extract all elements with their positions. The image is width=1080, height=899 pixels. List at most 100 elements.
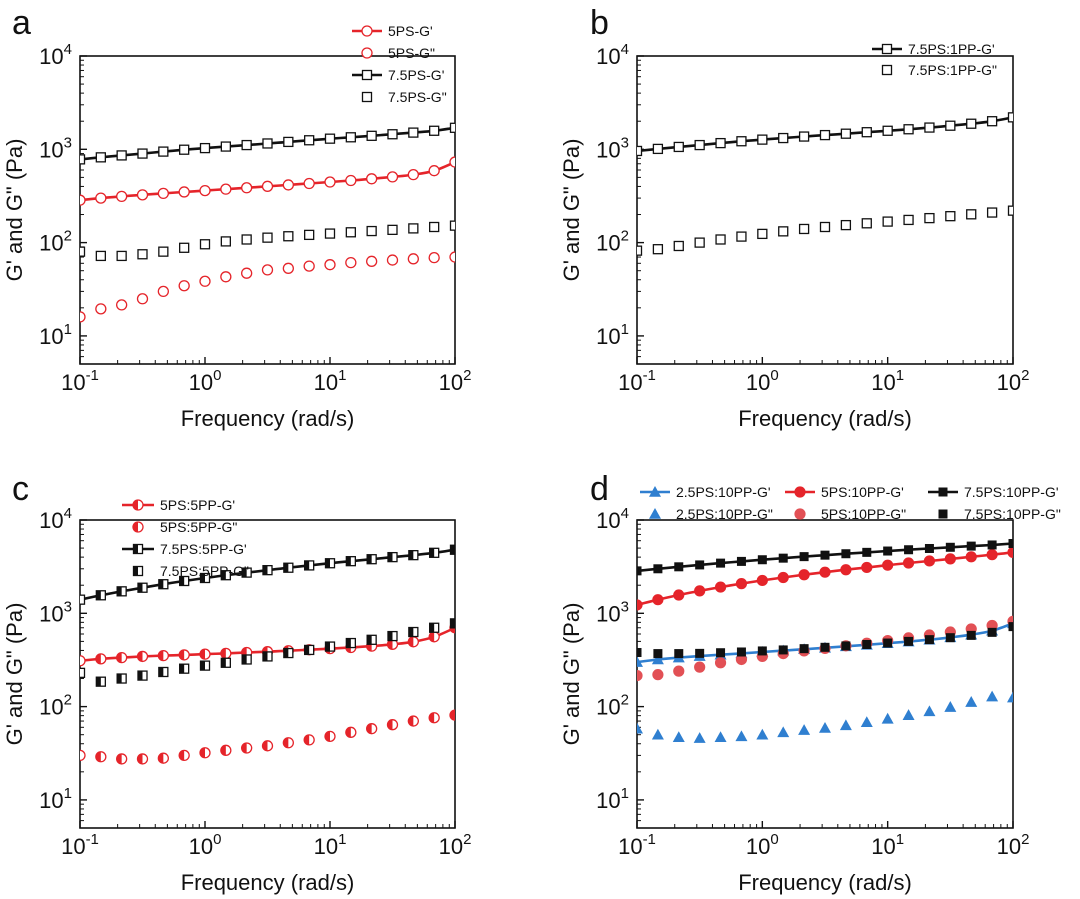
data-point bbox=[387, 551, 398, 563]
data-point bbox=[95, 303, 107, 315]
series-7.5PS-10PP-G- bbox=[637, 622, 1013, 659]
data-point bbox=[303, 260, 315, 272]
data-point bbox=[716, 558, 726, 568]
legend-entry: 2.5PS:10PP-G" bbox=[649, 506, 773, 522]
data-point bbox=[799, 644, 809, 654]
data-point bbox=[241, 234, 252, 245]
data-point bbox=[986, 207, 998, 218]
data-point bbox=[840, 128, 852, 139]
x-tick-label: 100 bbox=[189, 831, 222, 859]
series-7.5PS-1PP-G- bbox=[637, 112, 1013, 157]
data-point bbox=[966, 630, 976, 640]
data-point bbox=[652, 143, 664, 155]
legend-entry: 5PS-G" bbox=[361, 45, 435, 61]
y-tick-label: 102 bbox=[596, 692, 629, 720]
data-point bbox=[904, 545, 914, 555]
plot-area bbox=[80, 544, 455, 765]
series-7.5PS-5PP-G- bbox=[80, 618, 455, 687]
data-point bbox=[241, 567, 252, 578]
data-point bbox=[637, 669, 643, 682]
data-point bbox=[987, 627, 997, 637]
data-point bbox=[715, 137, 726, 149]
data-point bbox=[220, 236, 231, 247]
data-point bbox=[116, 753, 128, 765]
data-point bbox=[819, 129, 831, 141]
data-point bbox=[777, 571, 789, 584]
x-tick-label: 101 bbox=[871, 831, 904, 859]
data-point bbox=[179, 144, 190, 155]
data-point bbox=[241, 139, 252, 151]
y-tick-label: 103 bbox=[39, 598, 72, 626]
data-point bbox=[694, 661, 706, 673]
y-tick-label: 104 bbox=[39, 41, 72, 69]
data-point bbox=[637, 599, 643, 611]
legend-entry: 5PS:10PP-G" bbox=[794, 506, 906, 522]
data-point bbox=[695, 560, 705, 570]
legend-entry: 5PS:5PP-G' bbox=[122, 497, 235, 513]
data-point bbox=[449, 251, 455, 263]
data-point bbox=[199, 275, 211, 287]
data-point bbox=[862, 640, 872, 650]
data-point bbox=[158, 666, 169, 678]
data-point bbox=[841, 549, 851, 559]
data-point bbox=[304, 644, 315, 656]
data-point bbox=[818, 721, 831, 733]
data-point bbox=[966, 541, 976, 551]
data-point bbox=[652, 669, 664, 681]
data-point bbox=[116, 673, 127, 684]
panel-label: b bbox=[590, 4, 609, 42]
legend-label: 7.5PS-G" bbox=[388, 89, 447, 105]
data-point bbox=[652, 244, 664, 255]
data-point bbox=[820, 550, 830, 560]
x-tick-label: 100 bbox=[746, 831, 779, 859]
data-point bbox=[777, 726, 790, 738]
data-point bbox=[1007, 112, 1013, 123]
legend-label: 2.5PS:10PP-G' bbox=[676, 484, 771, 500]
data-point bbox=[345, 637, 356, 649]
data-point bbox=[428, 712, 440, 724]
x-axis-label: Frequency (rad/s) bbox=[181, 406, 355, 431]
series-7.5PS-10PP-G- bbox=[637, 538, 1013, 576]
y-tick-label: 104 bbox=[596, 41, 629, 69]
data-point bbox=[429, 221, 440, 233]
y-axis-label: G' and G" (Pa) bbox=[2, 603, 27, 746]
data-point bbox=[95, 250, 106, 262]
data-point bbox=[345, 132, 356, 143]
data-point bbox=[840, 219, 852, 231]
data-point bbox=[714, 657, 727, 669]
data-point bbox=[366, 173, 378, 185]
data-point bbox=[653, 564, 663, 574]
data-point bbox=[80, 246, 86, 257]
data-point bbox=[987, 540, 997, 550]
x-tick-label: 10-1 bbox=[61, 831, 99, 859]
data-point bbox=[651, 653, 664, 665]
data-point bbox=[157, 649, 169, 662]
data-point bbox=[861, 561, 873, 574]
legend-entry: 7.5PS-G' bbox=[352, 67, 444, 83]
data-point bbox=[945, 633, 955, 643]
data-point bbox=[986, 690, 999, 702]
legend-label: 5PS-G" bbox=[388, 45, 435, 61]
x-tick-label: 100 bbox=[746, 367, 779, 395]
plot-area bbox=[637, 538, 1013, 743]
panel-d: d 10-1 100 101 102 101 102 103 104 Frequency (rad… bbox=[559, 470, 1061, 895]
data-point bbox=[428, 251, 440, 264]
legend-label: 7.5PS:10PP-G" bbox=[964, 506, 1061, 522]
data-point bbox=[637, 245, 643, 256]
data-point bbox=[716, 648, 726, 658]
data-point bbox=[80, 311, 86, 323]
data-point bbox=[116, 299, 128, 311]
data-point bbox=[304, 560, 315, 571]
data-point bbox=[157, 187, 169, 200]
data-point bbox=[179, 242, 190, 253]
data-point bbox=[345, 726, 357, 738]
data-point bbox=[408, 626, 419, 638]
data-point bbox=[220, 183, 232, 195]
data-point bbox=[386, 254, 399, 266]
legend-marker bbox=[794, 486, 806, 498]
data-point bbox=[80, 667, 86, 679]
data-point bbox=[282, 737, 294, 749]
y-tick-label: 103 bbox=[39, 134, 72, 162]
legend-label: 5PS:10PP-G" bbox=[821, 506, 906, 522]
legend-label: 7.5PS:5PP-G' bbox=[160, 541, 247, 557]
